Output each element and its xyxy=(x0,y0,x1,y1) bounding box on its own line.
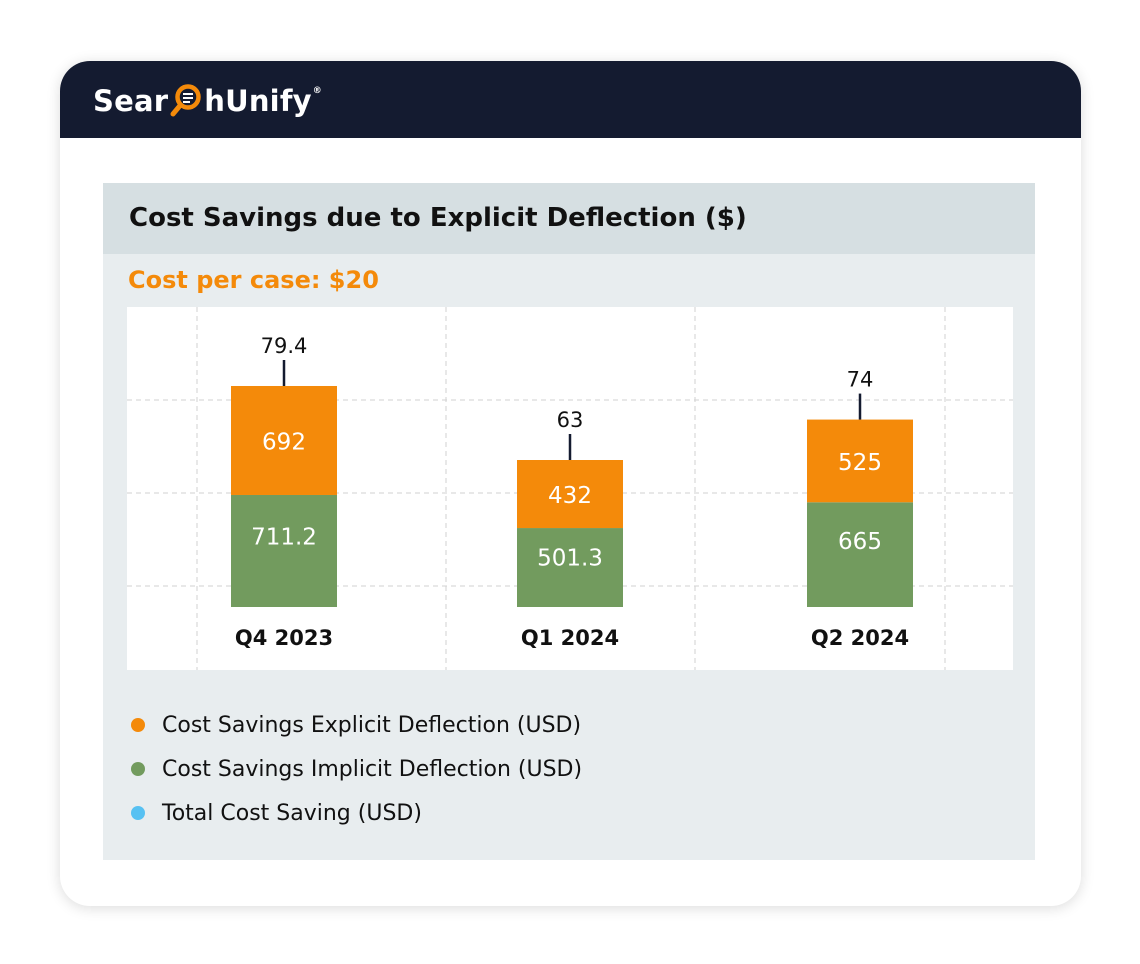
bar-explicit xyxy=(517,460,623,529)
x-tick-label: Q2 2024 xyxy=(811,626,909,650)
x-tick-label: Q4 2023 xyxy=(235,626,333,650)
bar-implicit xyxy=(231,494,337,607)
chart-panel: Cost Savings due to Explicit Deflection … xyxy=(103,183,1035,860)
legend-item: Total Cost Saving (USD) xyxy=(131,791,582,835)
bar-explicit xyxy=(807,419,913,503)
plot-area: 711.2 692 79.4 Q4 2023 501.3 432 63 Q1 2024 665 5… xyxy=(127,307,1013,670)
chart-legend: Cost Savings Explicit Deflection (USD) Co… xyxy=(131,703,582,835)
magnifier-icon xyxy=(170,84,201,117)
stacked-bar-chart: 711.2 692 79.4 Q4 2023 501.3 432 63 Q1 2024 665 5… xyxy=(127,307,1013,670)
x-tick-label: Q1 2024 xyxy=(521,626,619,650)
report-card: Sear hUnify ® Cost Savings due to Explic… xyxy=(60,61,1081,906)
cost-per-case-label: Cost per case: $20 xyxy=(128,266,379,294)
bar-explicit xyxy=(231,385,337,495)
trademark-symbol: ® xyxy=(312,86,322,96)
legend-item: Cost Savings Explicit Deflection (USD) xyxy=(131,703,582,747)
bar-implicit xyxy=(807,502,913,607)
card-header: Sear hUnify ® xyxy=(60,61,1081,138)
logo-text-end: hUnify xyxy=(204,84,312,118)
data-label-explicit: 692 xyxy=(262,429,306,455)
logo-text-start: Sear xyxy=(93,84,169,118)
legend-label: Total Cost Saving (USD) xyxy=(162,800,422,826)
searchunify-logo: Sear hUnify ® xyxy=(93,81,322,121)
data-label-implicit: 711.2 xyxy=(251,524,317,550)
data-label-implicit: 501.3 xyxy=(537,545,603,571)
chart-title: Cost Savings due to Explicit Deflection … xyxy=(129,203,747,233)
legend-swatch xyxy=(131,718,145,732)
legend-label: Cost Savings Implicit Deflection (USD) xyxy=(162,756,583,782)
data-label-total: 63 xyxy=(557,408,584,432)
data-label-implicit: 665 xyxy=(838,529,882,555)
data-label-total: 74 xyxy=(847,368,874,392)
data-label-explicit: 525 xyxy=(838,450,882,476)
legend-swatch xyxy=(131,806,145,820)
legend-label: Cost Savings Explicit Deflection (USD) xyxy=(162,712,582,738)
bar-implicit xyxy=(517,528,623,607)
data-label-total: 79.4 xyxy=(261,334,308,358)
legend-swatch xyxy=(131,762,145,776)
legend-item: Cost Savings Implicit Deflection (USD) xyxy=(131,747,582,791)
panel-title-bar: Cost Savings due to Explicit Deflection … xyxy=(103,183,1035,254)
data-label-explicit: 432 xyxy=(548,483,592,509)
